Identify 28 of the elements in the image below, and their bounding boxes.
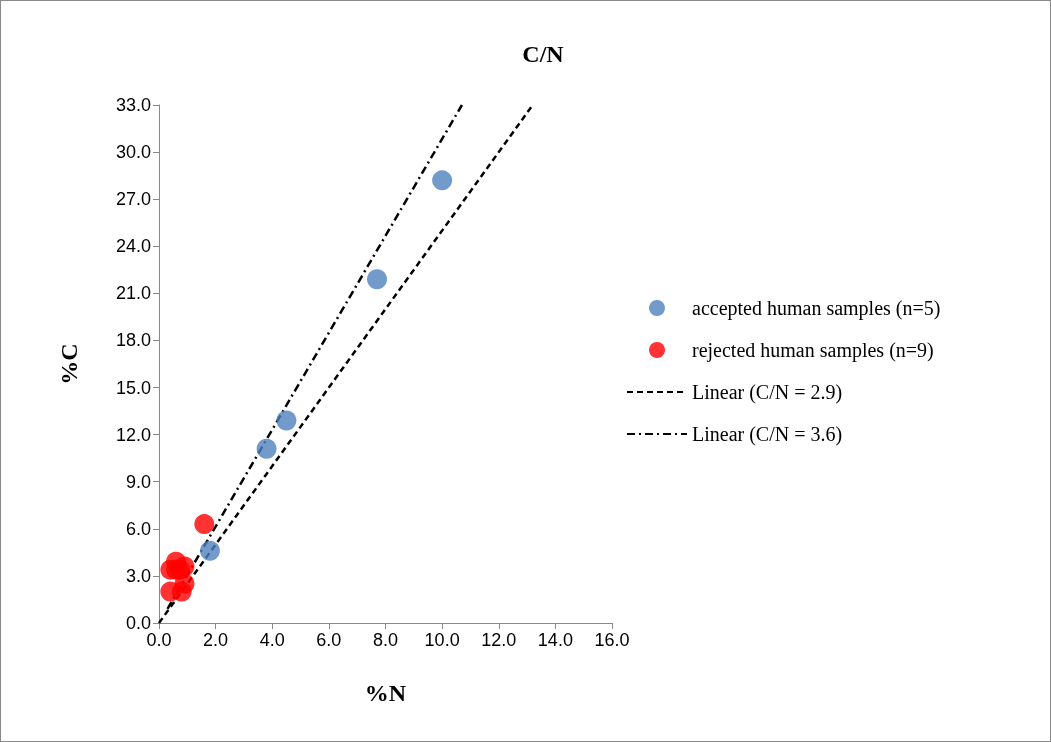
legend-label: Linear (C/N = 3.6) bbox=[692, 423, 843, 446]
y-tick-label: 0.0 bbox=[125, 613, 151, 633]
y-tick-label: 15.0 bbox=[115, 377, 151, 398]
y-tick-label: 3.0 bbox=[125, 565, 151, 586]
legend-label: rejected human samples (n=9) bbox=[692, 339, 934, 362]
y-tick-label: 21.0 bbox=[115, 283, 151, 304]
legend-label: Linear (C/N = 2.9) bbox=[692, 381, 843, 404]
x-tick-label: 14.0 bbox=[537, 630, 573, 650]
x-tick-label: 2.0 bbox=[203, 630, 229, 650]
x-axis-title: %N bbox=[364, 680, 407, 706]
y-tick-label: 12.0 bbox=[115, 424, 151, 445]
x-tick-label: 16.0 bbox=[594, 630, 630, 650]
y-tick-label: 33.0 bbox=[115, 95, 151, 115]
x-tick-label: 0.0 bbox=[146, 630, 172, 650]
y-tick-label: 27.0 bbox=[115, 189, 151, 210]
legend-label: accepted human samples (n=5) bbox=[692, 297, 941, 320]
y-tick-label: 30.0 bbox=[115, 142, 151, 163]
chart-title: C/N bbox=[522, 41, 565, 67]
x-tick-label: 6.0 bbox=[316, 630, 342, 650]
y-tick-label: 6.0 bbox=[125, 518, 151, 539]
x-tick-label: 10.0 bbox=[424, 630, 460, 650]
y-tick-label: 9.0 bbox=[125, 471, 151, 492]
x-tick-label: 8.0 bbox=[372, 630, 399, 650]
y-axis-title: %C bbox=[56, 343, 82, 385]
y-tick-label: 24.0 bbox=[115, 236, 151, 257]
x-tick-label: 4.0 bbox=[259, 630, 285, 650]
x-tick-label: 12.0 bbox=[481, 630, 517, 650]
y-tick-label: 18.0 bbox=[115, 330, 151, 351]
